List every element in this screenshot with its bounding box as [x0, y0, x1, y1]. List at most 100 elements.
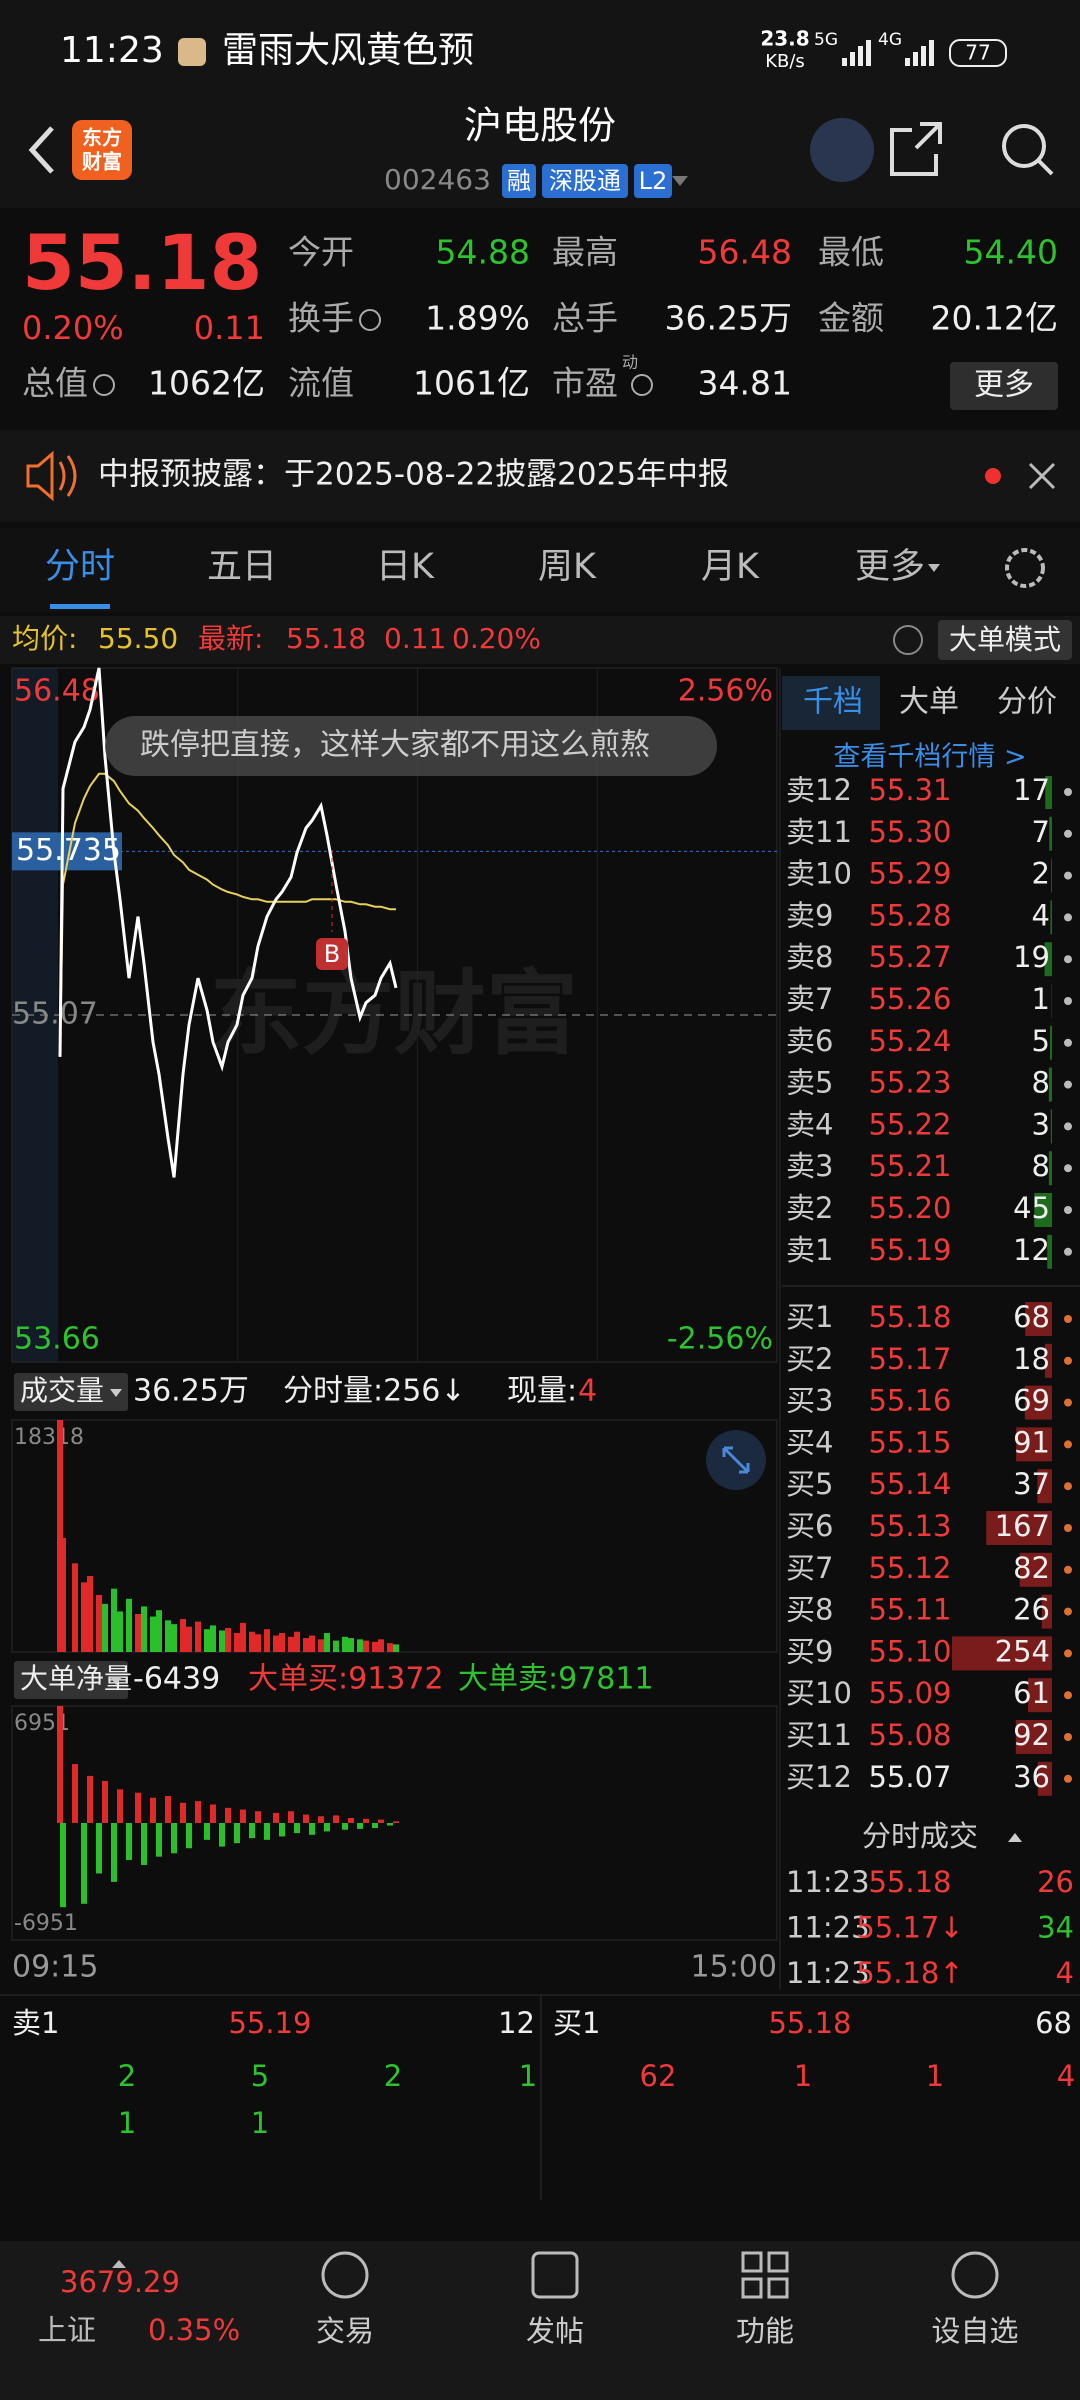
tab[interactable]: 五日 — [207, 547, 277, 587]
settings-icon[interactable] — [1005, 548, 1045, 588]
bar — [150, 1616, 156, 1652]
book-level: 卖12 — [786, 773, 852, 807]
dropdown-arrow[interactable] — [672, 176, 688, 186]
current-volume: 4 — [578, 1374, 597, 1409]
nav-item[interactable]: 设自选 — [931, 2314, 1018, 2348]
latest-value: 55.18 — [286, 622, 366, 655]
row-dot — [1064, 1247, 1072, 1256]
assistant-icon[interactable] — [810, 118, 874, 182]
queue-order: 4 — [1057, 2059, 1075, 2093]
bar — [111, 1823, 117, 1882]
trade-time: 11:23 — [786, 1956, 870, 1990]
indicator-select-bg[interactable] — [14, 1661, 128, 1699]
tab[interactable]: 分时 — [45, 547, 115, 587]
more-button[interactable]: 更多 — [974, 368, 1034, 403]
book-qty: 254 — [995, 1634, 1050, 1668]
book-level: 卖7 — [786, 982, 833, 1016]
indicator-select[interactable]: 成交量 — [20, 1374, 104, 1407]
queue-price: 55.18 — [768, 2006, 851, 2040]
dropdown-arrow — [110, 1677, 122, 1685]
y2-tick-label: 2.56% — [678, 674, 773, 709]
book-price: 55.26 — [868, 982, 951, 1016]
qty-bar — [1015, 1720, 1052, 1754]
qty-bar — [1044, 942, 1052, 977]
bar — [372, 1641, 378, 1652]
close-notice[interactable] — [1028, 462, 1056, 490]
book-level: 卖1 — [786, 1233, 833, 1267]
book-price: 55.12 — [868, 1551, 951, 1585]
tab[interactable]: 月K — [701, 547, 760, 587]
more-button-bg[interactable] — [950, 362, 1058, 410]
notification-icon — [178, 38, 206, 66]
book-tab[interactable]: 千档 — [803, 685, 863, 720]
book-tab[interactable]: 大单 — [899, 685, 959, 720]
book-qty: 4 — [1032, 898, 1050, 932]
clock: 11:23 — [60, 30, 164, 71]
nav-item[interactable]: 发帖 — [526, 2314, 584, 2348]
bar — [141, 1823, 147, 1866]
buy-marker: B — [324, 940, 340, 968]
book-price: 55.10 — [868, 1634, 951, 1668]
row-dot — [1064, 1038, 1072, 1047]
indicator-total: 36.25万 — [133, 1374, 249, 1409]
bar — [372, 1823, 378, 1829]
book-tab[interactable]: 分价 — [997, 685, 1057, 720]
book-price: 55.11 — [868, 1593, 951, 1627]
tab-bar — [0, 528, 1080, 612]
battery — [949, 39, 1007, 67]
bar — [72, 1563, 78, 1652]
book-level: 卖8 — [786, 940, 833, 974]
row-dot — [1064, 871, 1072, 880]
share-icon[interactable] — [890, 122, 942, 176]
index-name: 上证 — [38, 2313, 96, 2347]
notice-bar[interactable] — [0, 430, 1080, 522]
net-unit: KB/s — [765, 51, 805, 72]
tab[interactable]: 更多 — [855, 547, 925, 587]
latest-label: 最新: — [198, 622, 263, 655]
book-qty: 37 — [1013, 1467, 1050, 1501]
tab[interactable]: 周K — [538, 547, 597, 587]
bar — [240, 1622, 246, 1652]
bar — [111, 1588, 117, 1652]
index-value[interactable]: 3679.29 — [60, 2265, 180, 2299]
trades-title[interactable]: 分时成交 — [862, 1819, 978, 1853]
help-icon[interactable] — [893, 625, 923, 655]
row-dot — [1064, 1774, 1072, 1783]
row-dot — [1064, 788, 1072, 796]
nav-item[interactable]: 交易 — [316, 2314, 374, 2348]
book-qty: 5 — [1032, 1024, 1050, 1058]
queue-order: 1 — [519, 2059, 537, 2093]
bar — [225, 1627, 231, 1652]
avg-value: 55.50 — [98, 622, 178, 655]
book-qty: 91 — [1013, 1425, 1050, 1459]
indicator-select-bg[interactable] — [14, 1373, 128, 1411]
stock-name: 沪电股份 — [464, 104, 616, 148]
bar — [348, 1638, 354, 1652]
bar — [393, 1644, 399, 1652]
book-qty: 17 — [1013, 773, 1050, 807]
book-price: 55.22 — [868, 1107, 951, 1141]
mode-button[interactable]: 大单模式 — [949, 623, 1061, 656]
row-dot — [1064, 997, 1072, 1005]
bar — [294, 1631, 300, 1652]
bar — [171, 1624, 177, 1652]
signal-label: 4G — [878, 30, 902, 50]
search-icon[interactable] — [1002, 124, 1046, 168]
bar — [150, 1797, 156, 1823]
book-level: 卖3 — [786, 1149, 833, 1183]
book-qty: 68 — [1013, 1300, 1050, 1334]
mode-button-bg[interactable] — [938, 620, 1072, 660]
qty-bar — [1019, 1552, 1052, 1587]
queue-order: 5 — [251, 2059, 269, 2093]
y-tick-label: -6951 — [14, 1911, 78, 1936]
book-link[interactable]: 查看千档行情 > — [833, 742, 1026, 773]
back-button[interactable] — [28, 126, 54, 174]
bar — [264, 1629, 270, 1652]
tab[interactable]: 日K — [376, 547, 435, 587]
qty-bar — [1050, 1025, 1052, 1060]
queue-order: 2 — [384, 2059, 402, 2093]
queue-label: 卖1 — [12, 2006, 59, 2040]
nav-item[interactable]: 功能 — [736, 2314, 794, 2348]
field-label: 金额 — [818, 299, 884, 338]
